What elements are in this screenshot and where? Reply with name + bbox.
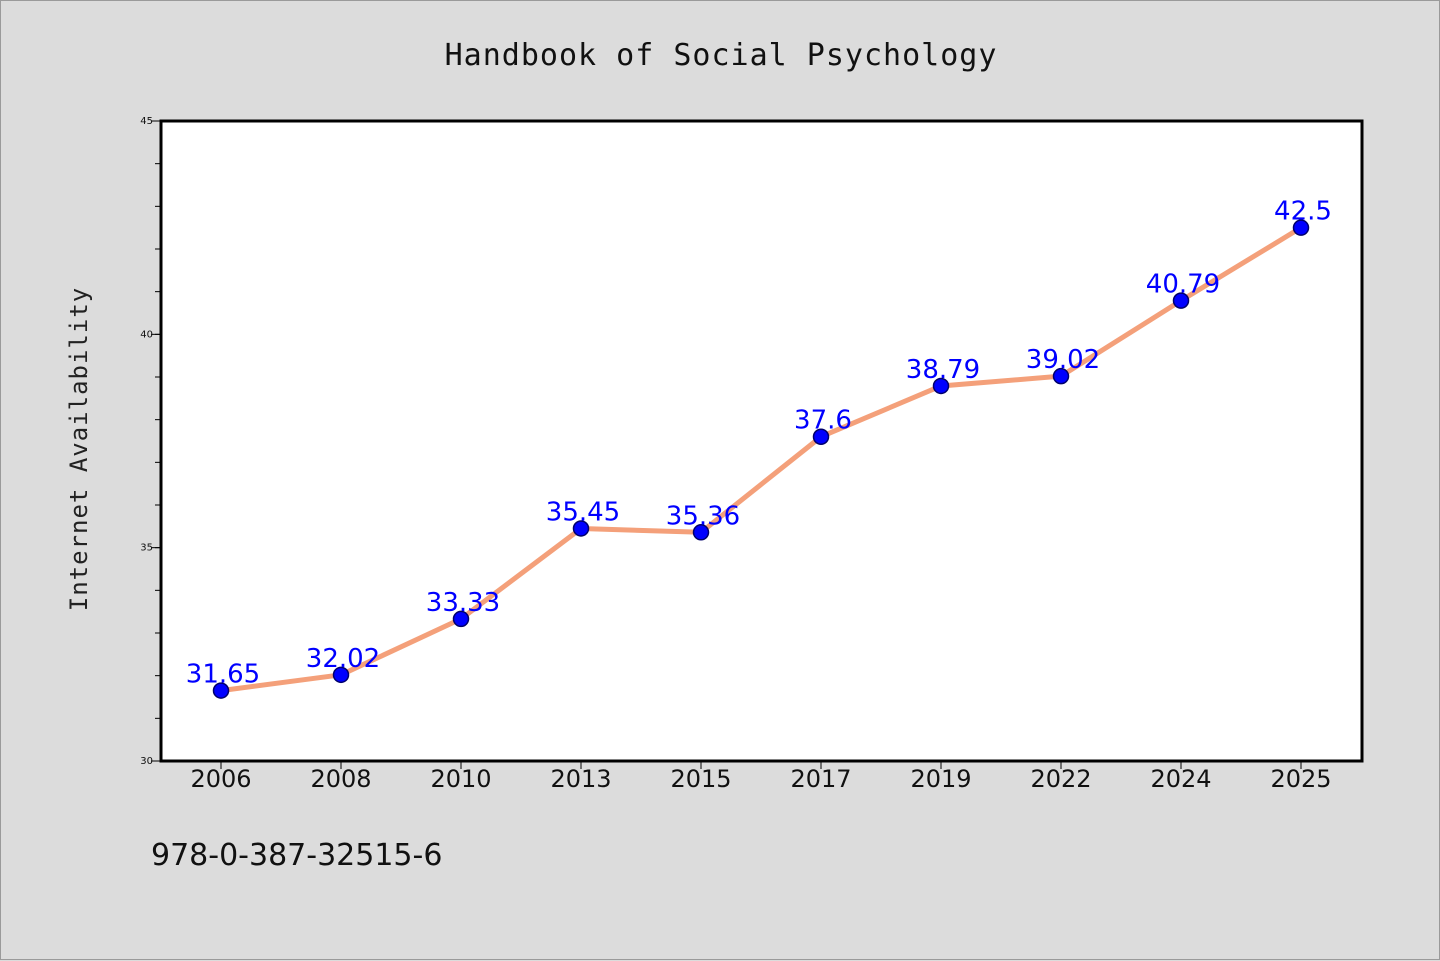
- data-label: 35.36: [666, 501, 740, 531]
- data-point-marker: [932, 377, 950, 395]
- data-label: 33.33: [426, 588, 500, 618]
- x-tick-label: 2015: [670, 765, 731, 793]
- data-label: 40.79: [1146, 270, 1220, 300]
- series-line: [218, 225, 1304, 694]
- data-label: 35.45: [546, 497, 620, 527]
- x-tick-label: 2022: [1030, 765, 1091, 793]
- y-tick-label: 35: [140, 543, 153, 554]
- x-tick-label: 2010: [430, 765, 491, 793]
- data-label: 38.79: [906, 355, 980, 385]
- data-point-marker: [572, 520, 590, 537]
- x-axis-ticks: 2006 2008 2010 2013 2015 2017 2019 2022 2024 2025: [190, 761, 1332, 793]
- x-tick-label: 2019: [910, 765, 971, 793]
- y-tick-label: 30: [140, 756, 153, 767]
- data-point-marker: [332, 666, 350, 684]
- y-axis-label: Internet Availability: [65, 287, 93, 611]
- data-markers: [212, 219, 1310, 699]
- data-label: 42.5: [1274, 197, 1332, 227]
- data-label: 39.02: [1026, 345, 1100, 375]
- data-point-marker: [1292, 219, 1310, 236]
- data-point-marker: [812, 428, 830, 445]
- y-tick-label: 45: [140, 116, 153, 127]
- data-labels: 31.65 32.02 33.33 35.45 35.36 37.6 38.79 39.02 4…: [186, 197, 1332, 690]
- x-tick-label: 2017: [790, 765, 851, 793]
- x-tick-label: 2024: [1150, 765, 1211, 793]
- y-axis-ticks: 30 35 40 45: [140, 116, 161, 767]
- data-label: 32.02: [306, 644, 380, 674]
- data-point-marker: [692, 524, 710, 541]
- data-label: 31.65: [186, 660, 260, 690]
- data-label: 37.6: [794, 406, 852, 436]
- series-line-group: [218, 225, 1304, 694]
- x-tick-label: 2013: [550, 765, 611, 793]
- plot-area: [159, 119, 1364, 763]
- chart-title: Handbook of Social Psychology: [445, 38, 998, 73]
- data-point-marker: [212, 682, 230, 699]
- x-tick-label: 2025: [1270, 765, 1331, 793]
- data-point-marker: [1052, 367, 1070, 385]
- y-tick-label: 40: [140, 329, 153, 340]
- x-tick-label: 2008: [310, 765, 371, 793]
- data-point-marker: [1172, 292, 1190, 309]
- x-tick-label: 2006: [190, 765, 251, 793]
- isbn-footer: 978-0-387-32515-6: [151, 838, 442, 873]
- data-point-marker: [452, 610, 470, 628]
